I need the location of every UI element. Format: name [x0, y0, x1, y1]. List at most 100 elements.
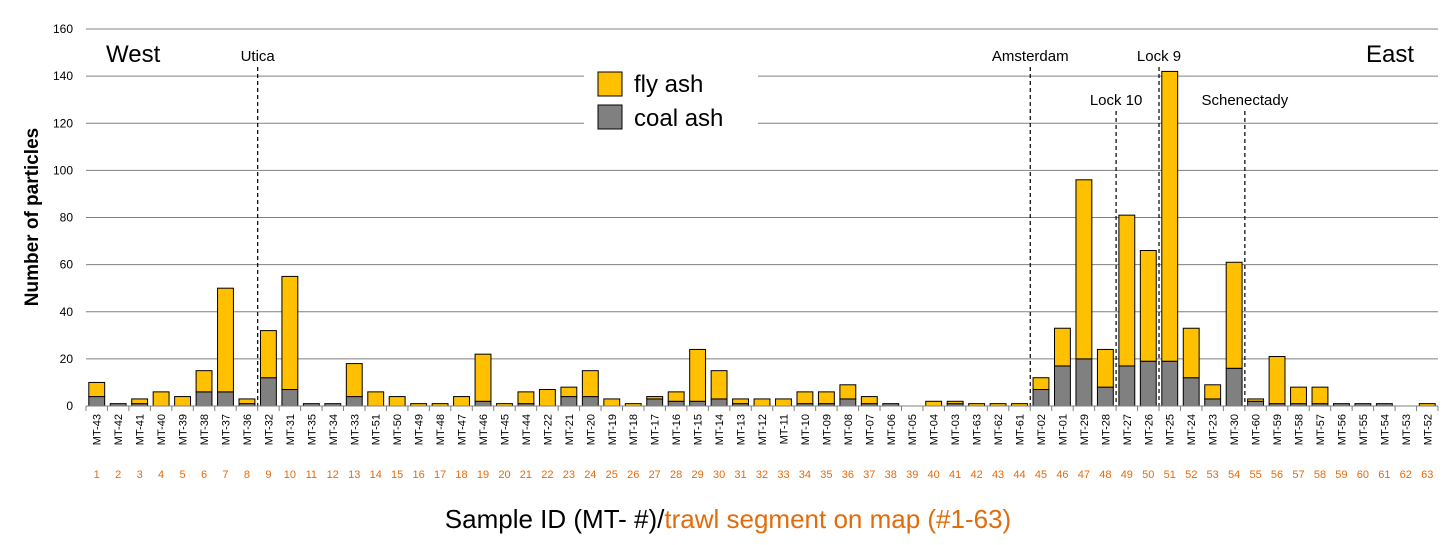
segment-label: 51: [1164, 469, 1176, 481]
bar-fly-ash: [195, 370, 213, 393]
segment-label: 3: [137, 469, 143, 481]
x-category-label: MT-33: [349, 414, 361, 445]
segment-label: 29: [691, 469, 703, 481]
segment-label: 46: [1056, 469, 1068, 481]
west-label: West: [106, 41, 161, 68]
segment-label: 16: [413, 469, 425, 481]
bar-coal-ash: [1161, 360, 1179, 407]
x-category-label: MT-18: [628, 414, 640, 445]
segment-label: 53: [1207, 469, 1219, 481]
segment-label: 19: [477, 469, 489, 481]
bar-fly-ash: [131, 398, 149, 405]
x-axis-title-sample-id: Sample ID (MT- #)/: [444, 504, 665, 534]
segment-label: 54: [1228, 469, 1240, 481]
segment-label: 39: [906, 469, 918, 481]
segment-label: 48: [1099, 469, 1111, 481]
x-category-label: MT-15: [693, 414, 705, 445]
x-category-label: MT-16: [671, 414, 683, 445]
segment-label: 31: [734, 469, 746, 481]
segment-label: 14: [370, 469, 382, 481]
segment-label: 25: [606, 469, 618, 481]
y-tick-label: 0: [66, 399, 73, 413]
segment-label: 27: [649, 469, 661, 481]
bar-coal-ash: [1032, 389, 1050, 407]
x-category-label: MT-10: [800, 414, 812, 445]
x-category-label: MT-44: [521, 414, 533, 445]
bar-fly-ash: [345, 363, 363, 398]
segment-label: 28: [670, 469, 682, 481]
bar-fly-ash: [796, 391, 814, 405]
east-label: East: [1366, 41, 1414, 68]
bar-coal-ash: [710, 398, 728, 407]
bar-coal-ash: [560, 396, 578, 407]
bar-coal-ash: [1075, 358, 1093, 407]
stacked-bar-chart: Utica Amsterdam Lock 10 Lock 9 Schenectady 0…: [22, 22, 1439, 481]
bar-fly-ash: [775, 398, 792, 407]
x-category-label: MT-27: [1122, 414, 1134, 445]
segment-label: 35: [820, 469, 832, 481]
segment-label: 49: [1121, 469, 1133, 481]
x-category-label: MT-31: [285, 414, 297, 445]
x-category-label: MT-53: [1401, 414, 1413, 445]
legend-swatch-coal-ash: [597, 104, 623, 130]
legend-swatch-fly-ash: [597, 71, 623, 97]
x-category-label: MT-61: [1015, 414, 1027, 445]
bar-fly-ash: [603, 398, 621, 407]
segment-label: 52: [1185, 469, 1197, 481]
segment-label: 34: [799, 469, 811, 481]
bar-fly-ash: [174, 396, 192, 407]
bar-coal-ash: [839, 398, 857, 407]
bar-fly-ash: [1311, 386, 1329, 405]
bar-fly-ash: [1032, 377, 1050, 391]
x-category-label: MT-29: [1079, 414, 1091, 445]
x-category-label: MT-59: [1272, 414, 1284, 445]
y-tick-label: 140: [53, 69, 73, 83]
segment-label: 5: [180, 469, 186, 481]
x-category-label: MT-55: [1358, 414, 1370, 445]
x-category-label: MT-35: [306, 414, 318, 445]
x-category-label: MT-19: [607, 414, 619, 445]
bar-fly-ash: [1075, 179, 1093, 360]
bar-fly-ash: [388, 396, 406, 407]
segment-label: 45: [1035, 469, 1047, 481]
bar-fly-ash: [860, 396, 878, 405]
segment-label: 6: [201, 469, 207, 481]
bar-fly-ash: [581, 370, 599, 398]
bars: [88, 70, 1436, 407]
bar-fly-ash: [560, 386, 578, 398]
x-category-label: MT-43: [92, 414, 104, 445]
bar-coal-ash: [1247, 400, 1265, 407]
legend-label-coal-ash: coal ash: [634, 105, 723, 132]
annotation-label: Lock 10: [1090, 92, 1143, 109]
bar-coal-ash: [689, 400, 707, 407]
bar-coal-ash: [1139, 360, 1157, 407]
x-category-label: MT-52: [1422, 414, 1434, 445]
segment-label: 32: [756, 469, 768, 481]
x-category-label: MT-58: [1294, 414, 1306, 445]
bar-fly-ash: [646, 396, 664, 400]
x-category-label: MT-47: [457, 414, 469, 445]
bar-fly-ash: [1290, 386, 1307, 405]
bar-coal-ash: [259, 377, 277, 407]
x-category-label: MT-54: [1379, 414, 1391, 445]
x-category-label: MT-63: [972, 414, 984, 445]
segment-label: 47: [1078, 469, 1090, 481]
segment-label: 12: [327, 469, 339, 481]
x-category-label: MT-09: [821, 414, 833, 445]
x-category-label: MT-39: [178, 414, 190, 445]
bar-coal-ash: [1225, 367, 1243, 407]
segment-label: 22: [541, 469, 553, 481]
segment-label: 42: [970, 469, 982, 481]
y-tick-label: 20: [60, 352, 74, 366]
annotation-label: Amsterdam: [992, 48, 1069, 65]
x-category-label: MT-38: [199, 414, 211, 445]
segment-label: 20: [498, 469, 510, 481]
segment-label: 44: [1013, 469, 1025, 481]
bar-fly-ash: [238, 398, 256, 405]
y-tick-label: 80: [60, 211, 74, 225]
bar-coal-ash: [281, 389, 299, 407]
segment-label: 63: [1421, 469, 1433, 481]
axes: 0 20 40 60 80 100 120 140 160 MT-43 1 MT-42 2 MT-41 3 M…: [53, 22, 1439, 481]
segment-label: 9: [265, 469, 271, 481]
x-category-label: MT-36: [242, 414, 254, 445]
